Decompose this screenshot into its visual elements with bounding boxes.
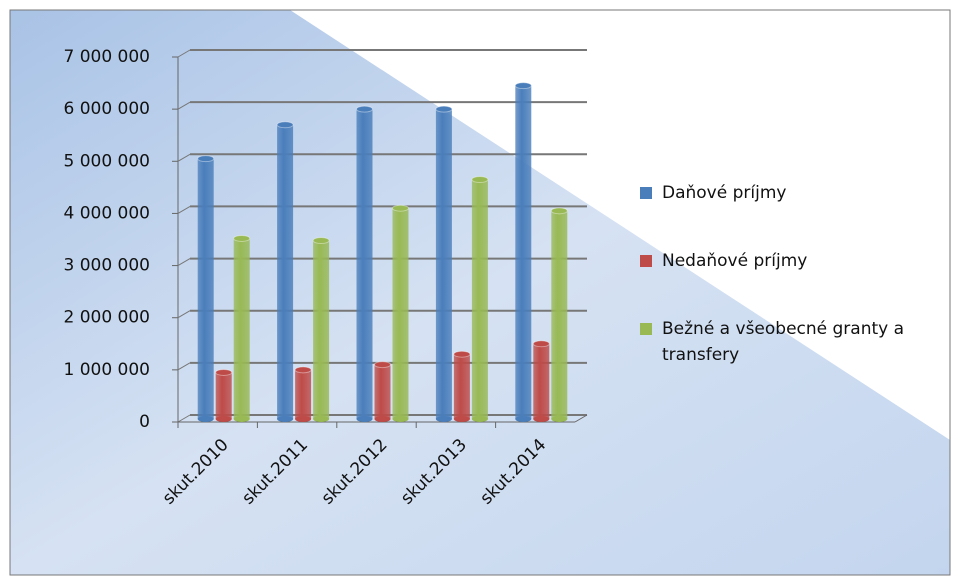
bar-cap (453, 350, 471, 358)
bar-base (374, 416, 391, 422)
x-axis (574, 414, 588, 423)
bar (533, 343, 550, 419)
bar-cap (312, 237, 330, 245)
bar-cap (215, 368, 233, 376)
bar-cap (374, 361, 391, 369)
grid-line (177, 49, 191, 58)
bar-base (533, 416, 550, 422)
y-tick-label: 0 (139, 412, 150, 432)
bar-cap (356, 105, 373, 113)
legend-item: Bežné a všeobecné granty a transfery (640, 316, 950, 368)
y-tick-label: 2 000 000 (63, 308, 150, 328)
y-tick-label: 4 000 000 (63, 203, 150, 223)
y-tick-label: 1 000 000 (63, 360, 150, 380)
bar-cap (233, 234, 251, 242)
bar (435, 109, 452, 420)
bar-base (233, 416, 250, 422)
bar (515, 85, 532, 419)
bar (215, 372, 232, 419)
bar-cap (294, 366, 312, 374)
bar-base (453, 416, 470, 422)
y-tick-label: 3 000 000 (63, 256, 150, 276)
bar-base (551, 416, 568, 422)
bar-base (277, 416, 294, 422)
legend-swatch (640, 255, 652, 267)
bar-cap (550, 207, 568, 215)
legend-label: Bežné a všeobecné granty a transfery (662, 319, 905, 365)
legend-item: Nedaňové príjmy (640, 248, 950, 274)
bar-base (356, 416, 373, 422)
grid-line (177, 258, 191, 267)
legend-item: Daňové príjmy (640, 180, 950, 206)
bar-base (435, 416, 452, 422)
bar-cap (471, 176, 489, 184)
bar-cap (392, 204, 409, 212)
bar-base (197, 416, 214, 422)
grid-line (177, 205, 191, 214)
bar-base (295, 416, 312, 422)
bar-base (515, 416, 532, 422)
bar (392, 208, 409, 419)
bar-cap (276, 121, 294, 129)
bar-base (215, 416, 232, 422)
bar-cap (435, 105, 453, 113)
grid-line (177, 414, 191, 423)
bar-base (471, 416, 488, 422)
legend-swatch (640, 187, 652, 199)
grid-line (177, 153, 191, 162)
bar (233, 238, 250, 419)
bar (313, 240, 330, 419)
legend-swatch (640, 323, 652, 335)
legend-label: Daňové príjmy (662, 183, 787, 203)
legend: Daňové príjmy Nedaňové príjmy Bežné a všeo… (640, 180, 950, 410)
grid-line (177, 362, 191, 371)
bar (551, 210, 568, 419)
legend-label: Nedaňové príjmy (662, 251, 808, 271)
highlight (290, 10, 950, 440)
bar (374, 364, 391, 419)
bar (277, 124, 294, 420)
bar (197, 158, 214, 419)
y-tick-label: 5 000 000 (63, 151, 150, 171)
bar (453, 354, 470, 419)
bar-cap (532, 340, 550, 348)
border (9, 9, 951, 576)
bar (356, 109, 373, 420)
bar (295, 369, 312, 419)
grid-line (177, 101, 191, 110)
bar-base (313, 416, 330, 422)
y-tick-label: 6 000 000 (63, 99, 150, 119)
bar-cap (197, 155, 215, 163)
bar (471, 179, 488, 419)
y-tick-label: 7 000 000 (63, 47, 150, 67)
bar-base (392, 416, 409, 422)
grid-line (177, 310, 191, 319)
bar-cap (514, 82, 532, 90)
